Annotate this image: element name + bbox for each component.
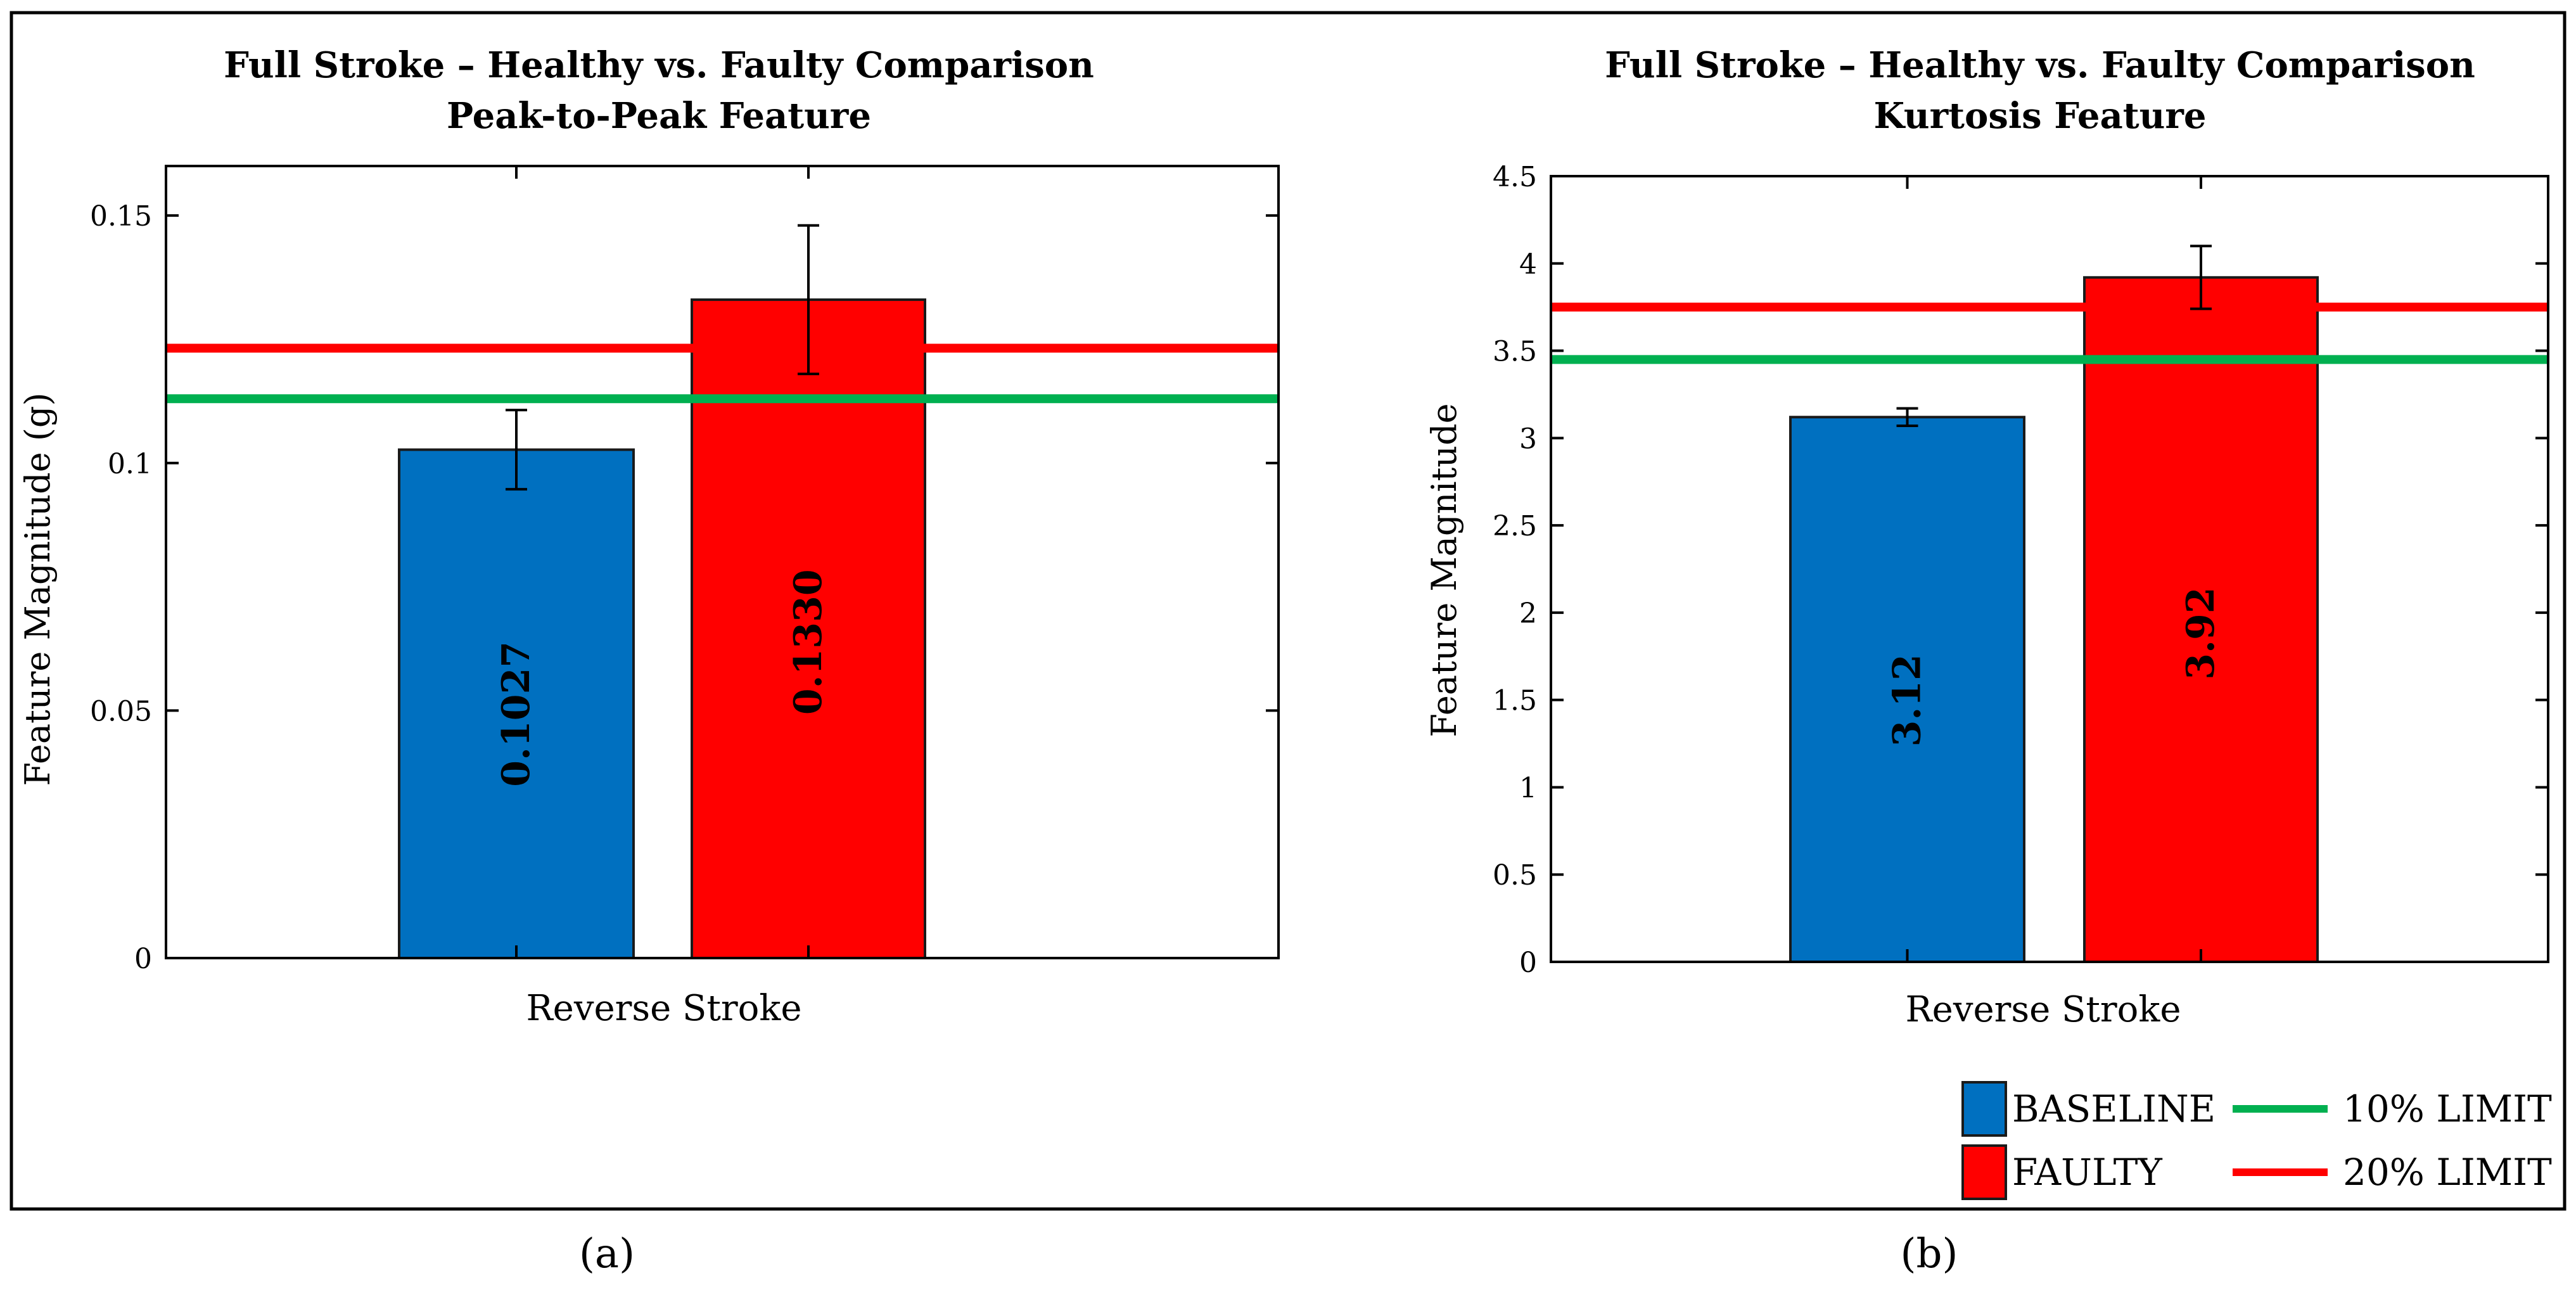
- panel-b-chart: Full Stroke – Healthy vs. Faulty Compari…: [1424, 44, 2549, 1277]
- x-axis-label: Reverse Stroke: [526, 988, 802, 1029]
- bar-value-label: 3.92: [2179, 587, 2223, 679]
- y-axis-label: Feature Magnitude: [1424, 403, 1464, 737]
- y-tick-label: 0: [1519, 947, 1537, 979]
- legend-swatch-baseline: [1961, 1081, 2007, 1137]
- y-tick-label: 0: [134, 943, 152, 975]
- bar-baseline: [398, 448, 635, 959]
- bar-faulty: [2083, 276, 2319, 963]
- y-tick-label: 1: [1519, 772, 1537, 804]
- y-tick-label: 0.15: [90, 200, 152, 233]
- y-tick-label: 0.1: [108, 448, 152, 480]
- legend-label-20-limit: 20% LIMIT: [2343, 1151, 2552, 1194]
- chart-title-line2: Kurtosis Feature: [1873, 95, 2206, 137]
- figure-frame: [10, 11, 2566, 1211]
- axes-frame: [1550, 175, 2549, 963]
- chart-title-line1: Full Stroke – Healthy vs. Faulty Compari…: [1605, 44, 2475, 86]
- y-tick-label: 4: [1519, 248, 1537, 281]
- bar-value-label: 3.12: [1885, 654, 1930, 746]
- x-axis-label: Reverse Stroke: [1906, 989, 2181, 1030]
- error-bar: [2190, 245, 2212, 310]
- plot-area: 0.1027 0.1330 0 0.05 0.1 0.15: [90, 165, 1280, 975]
- error-bar: [1896, 407, 1918, 428]
- y-tick-label: 3.5: [1493, 336, 1537, 368]
- bar-faulty: [691, 298, 926, 959]
- legend-swatch-faulty: [1961, 1144, 2007, 1200]
- plot-area: 3.12 3.92 0 0.5 1 1.5 2 2.5 3 3.5 4 4.5: [1493, 161, 2549, 979]
- legend-label-faulty: FAULTY: [2012, 1151, 2162, 1194]
- panel-a-chart: Full Stroke – Healthy vs. Faulty Compari…: [18, 44, 1280, 1277]
- y-tick-label: 4.5: [1493, 161, 1537, 193]
- y-tick-label: 3: [1519, 423, 1537, 455]
- chart-title-line2: Peak-to-Peak Feature: [447, 95, 871, 137]
- panel-label: (b): [1901, 1231, 1958, 1277]
- legend-label-10-limit: 10% LIMIT: [2343, 1087, 2552, 1130]
- error-bar: [798, 224, 819, 376]
- error-bar: [506, 409, 527, 491]
- bar-value-label: 0.1027: [494, 641, 539, 787]
- legend-label-baseline: BASELINE: [2012, 1087, 2216, 1130]
- axes-frame: [165, 165, 1280, 959]
- panel-label: (a): [579, 1231, 635, 1277]
- y-tick-label: 0.05: [90, 695, 152, 727]
- y-tick-label: 0.5: [1493, 859, 1537, 892]
- chart-title-line1: Full Stroke – Healthy vs. Faulty Compari…: [224, 44, 1094, 86]
- y-axis-label: Feature Magnitude (g): [18, 392, 58, 786]
- y-tick-label: 1.5: [1493, 685, 1537, 717]
- y-tick-label: 2: [1519, 598, 1537, 630]
- legend: BASELINE 10% LIMIT FAULTY 20% LIMIT: [1961, 1081, 2552, 1200]
- bar-value-label: 0.1330: [786, 569, 831, 715]
- bar-baseline: [1789, 416, 2025, 963]
- y-tick-label: 2.5: [1493, 510, 1537, 542]
